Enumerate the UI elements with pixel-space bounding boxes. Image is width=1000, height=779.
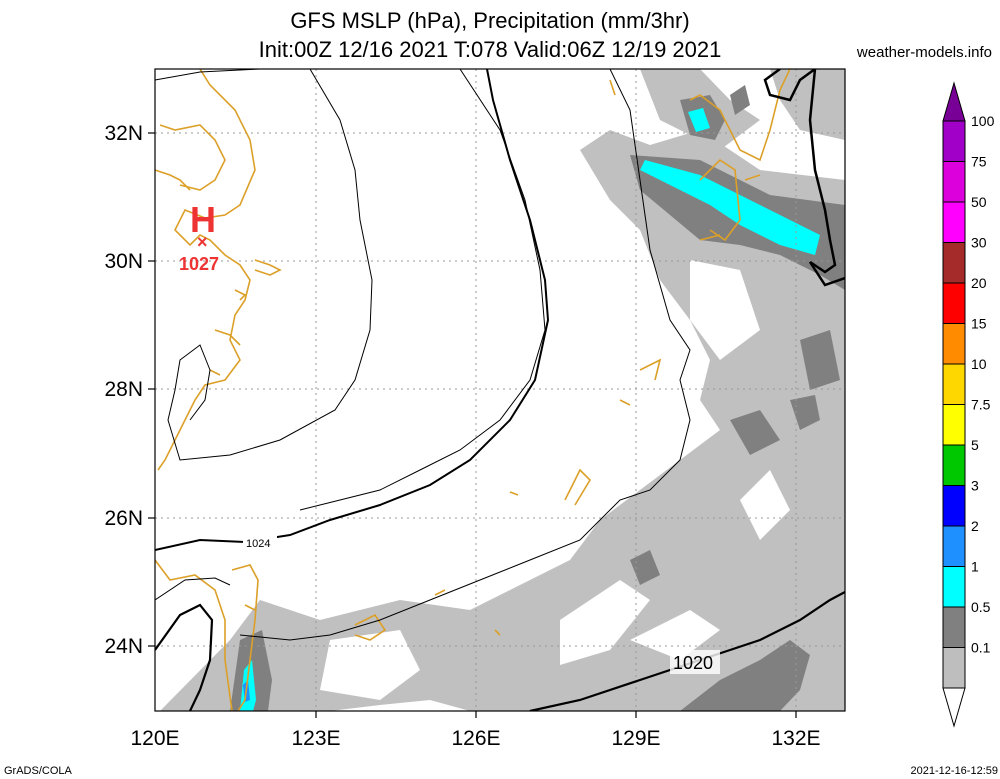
lon-label: 120E [130,727,179,750]
colorbar-swatch [942,404,966,446]
colorbar-level-label: 0.1 [971,640,991,656]
lat-label: 24N [104,635,143,658]
colorbar-swatch [942,282,966,324]
lon-label: 132E [771,727,820,750]
lat-label: 32N [104,122,143,145]
colorbar: 100 75 50 30 20 15 10 7.5 5 3 2 1 0.5 0.1 [942,81,995,728]
colorbar-swatch [942,161,966,203]
colorbar-level-label: 7.5 [971,397,991,413]
colorbar-level-label: 20 [971,275,987,291]
colorbar-swatch [942,647,966,689]
latitude-labels: 32N 30N 28N 26N 24N [104,122,143,658]
footer-timestamp: 2021-12-16-12:59 [910,765,998,777]
map-subtitle: Init:00Z 12/16 2021 T:078 Valid:06Z 12/1… [258,37,722,62]
plot-frame [154,68,846,712]
colorbar-level-label: 15 [971,316,987,332]
map-title: GFS MSLP (hPa), Precipitation (mm/3hr) [290,8,690,33]
colorbar-level-label: 30 [971,235,987,251]
colorbar-swatch [942,120,966,162]
lat-label: 28N [104,378,143,401]
lon-label: 123E [291,727,340,750]
colorbar-swatch [942,201,966,243]
axis-ticks [148,132,797,718]
high-pressure-symbol: H [190,199,216,240]
colorbar-underflow-triangle [942,687,966,728]
colorbar-swatch [942,525,966,567]
longitude-labels: 120E 123E 126E 129E 132E [130,727,820,750]
colorbar-level-label: 5 [971,437,979,453]
high-pressure-value: 1027 [179,254,219,274]
colorbar-overflow-triangle [942,81,966,122]
precip-layer [160,69,845,711]
isobar-label-1020: 1020 [673,653,713,673]
footer-credit: GrADS/COLA [4,765,72,777]
colorbar-level-label: 50 [971,194,987,210]
colorbar-level-label: 100 [971,113,995,129]
colorbar-swatch [942,606,966,648]
colorbar-swatch [942,444,966,486]
colorbar-level-label: 3 [971,478,979,494]
colorbar-level-label: 10 [971,356,987,372]
lon-label: 129E [611,727,660,750]
lon-label: 126E [451,727,500,750]
high-pressure-center: H × 1027 [179,199,219,274]
lat-label: 26N [104,507,143,530]
colorbar-swatch [942,363,966,405]
colorbar-level-label: 75 [971,154,987,170]
site-credit: weather-models.info [856,44,992,61]
colorbar-swatch [942,323,966,365]
colorbar-swatch [942,485,966,527]
high-pressure-marker-icon: × [197,232,208,252]
colorbar-level-label: 0.5 [971,599,991,615]
isobar-label-1024: 1024 [246,538,270,550]
colorbar-swatch [942,242,966,284]
lat-label: 30N [104,250,143,273]
colorbar-level-label: 2 [971,518,979,534]
colorbar-level-label: 1 [971,559,979,575]
isobar-labels: 1024 1020 [243,536,720,674]
colorbar-swatch [942,566,966,608]
coastline [155,69,791,711]
